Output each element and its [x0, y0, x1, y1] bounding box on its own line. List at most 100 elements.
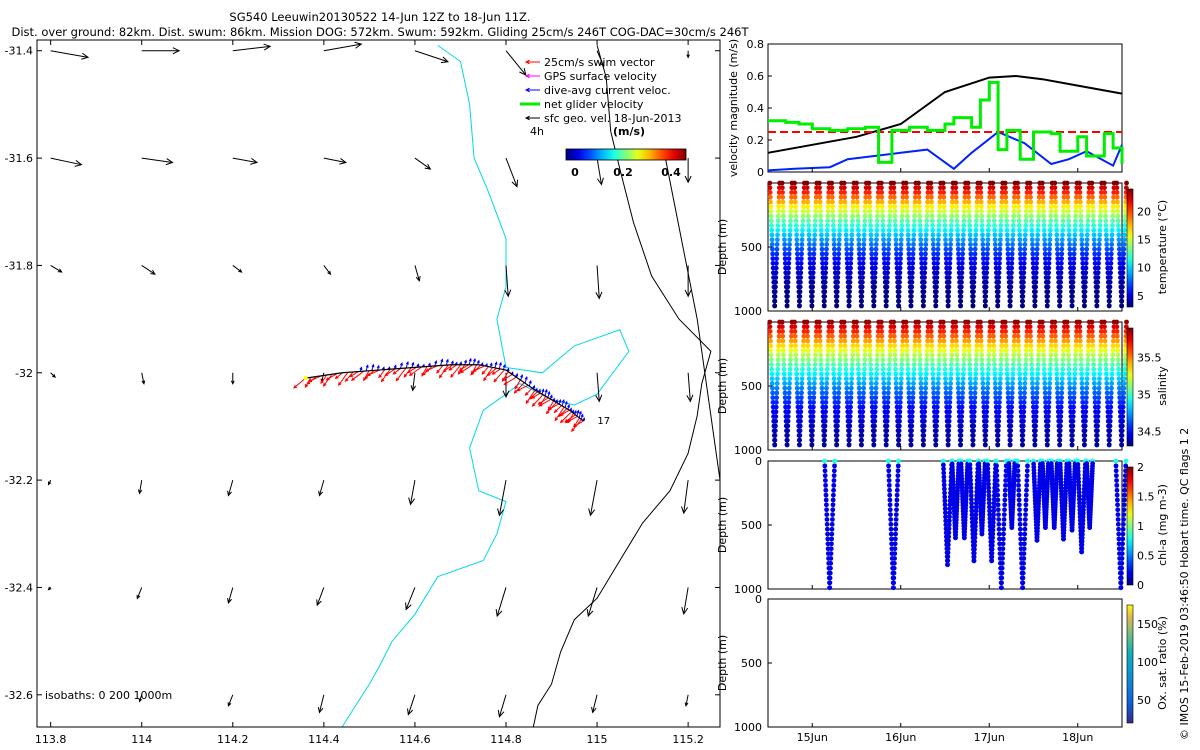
profile-point	[768, 338, 773, 344]
profile-point	[805, 208, 811, 214]
profile-point	[817, 204, 823, 210]
profile-point	[1078, 362, 1084, 367]
profile-point	[810, 428, 815, 434]
profile-point	[921, 298, 926, 304]
profile-point	[849, 242, 854, 247]
profile-point	[987, 194, 993, 200]
profile-point	[967, 218, 972, 224]
profile-point	[995, 298, 1001, 304]
profile-point	[823, 399, 829, 405]
profile-point	[782, 390, 788, 396]
swim-vector-arrow	[504, 376, 517, 385]
profile-point	[954, 208, 960, 214]
profile-point	[972, 523, 978, 529]
profile-point	[983, 294, 989, 299]
profile-point	[941, 329, 947, 334]
profile-point	[947, 498, 953, 504]
profile-point	[842, 190, 847, 195]
profile-point	[811, 246, 817, 252]
profile-point	[1110, 223, 1115, 228]
profile-point	[947, 404, 953, 410]
profile-point	[999, 333, 1005, 339]
profile-point	[837, 357, 843, 363]
profile-point	[1028, 347, 1034, 353]
profile-point	[911, 381, 916, 386]
profile-point	[1003, 333, 1009, 339]
profile-point	[985, 477, 991, 483]
profile-point	[1076, 497, 1082, 502]
profile-point	[1001, 526, 1007, 532]
swim-vector-arrow	[525, 387, 533, 396]
profile-point	[1008, 428, 1014, 434]
profile-point	[862, 366, 867, 372]
profile-point	[827, 585, 833, 591]
profile-point	[1000, 541, 1006, 547]
profile-point	[937, 194, 943, 200]
profile-point	[1023, 512, 1028, 518]
profile-point	[1010, 371, 1016, 377]
profile-point	[958, 433, 964, 438]
profile-point	[1004, 366, 1010, 372]
profile-point	[1054, 242, 1060, 247]
profile-point	[862, 357, 868, 363]
profile-point	[775, 218, 781, 224]
profile-point	[1015, 199, 1021, 205]
profile-point	[886, 482, 892, 488]
profile-point	[905, 227, 911, 233]
profile-point	[978, 199, 984, 205]
profile-point	[973, 227, 979, 233]
profile-point	[874, 227, 880, 233]
profile-point	[1084, 232, 1090, 238]
dive-avg-arrow-head	[532, 384, 536, 389]
profile-point	[1115, 347, 1121, 353]
profile-point	[899, 213, 905, 219]
profile-point	[782, 251, 788, 257]
profile-point	[1024, 487, 1029, 493]
profile-point	[818, 352, 824, 358]
profile-point	[768, 218, 774, 224]
profile-point	[999, 338, 1005, 344]
profile-point	[1011, 343, 1017, 349]
geo-velocity-arrow	[316, 587, 325, 606]
profile-point	[1065, 347, 1071, 353]
profile-point	[933, 433, 939, 438]
profile-point	[1091, 376, 1097, 382]
profile-point	[786, 399, 792, 405]
profile-point	[905, 376, 911, 382]
profile-point	[990, 539, 995, 545]
profile-point	[1076, 483, 1082, 488]
profile-point	[1004, 213, 1009, 219]
profile-point	[1058, 399, 1064, 405]
profile-point	[1083, 399, 1089, 405]
profile-point	[842, 329, 847, 334]
profile-point	[1095, 423, 1100, 429]
profile-point	[818, 218, 824, 224]
profile-point	[822, 473, 828, 479]
swim-vector-arrow	[565, 415, 578, 423]
profile-point	[1110, 204, 1116, 210]
profile-point	[782, 385, 788, 391]
profile-point	[1108, 256, 1114, 262]
profile-point	[965, 319, 971, 325]
profile-point	[1114, 190, 1120, 195]
profile-point	[885, 270, 890, 276]
profile-point	[1059, 390, 1065, 396]
profile-point	[1015, 468, 1021, 474]
profile-point	[826, 329, 832, 334]
profile-point	[909, 275, 915, 280]
profile-point	[930, 371, 936, 377]
profile-point	[1117, 260, 1123, 266]
profile-point	[805, 352, 811, 358]
profile-point	[1070, 433, 1075, 438]
profile-point	[825, 213, 831, 219]
profile-point	[836, 251, 842, 257]
map-x-tick-label: 114	[131, 733, 152, 746]
profile-point	[1060, 371, 1065, 377]
profile-point	[881, 242, 887, 247]
track-end-label: 17	[597, 416, 610, 427]
profile-point	[917, 347, 922, 353]
profile-point	[910, 251, 916, 257]
profile-point	[1020, 284, 1026, 290]
profile-point	[861, 232, 867, 238]
profile-point	[898, 246, 904, 252]
